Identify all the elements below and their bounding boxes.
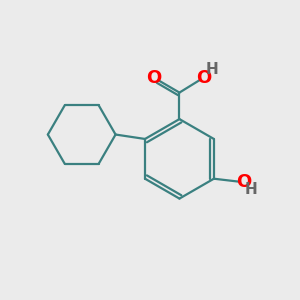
Text: O: O: [146, 69, 161, 87]
Text: H: H: [206, 62, 218, 77]
Text: O: O: [196, 69, 212, 87]
Text: O: O: [236, 173, 251, 191]
Text: H: H: [245, 182, 258, 196]
